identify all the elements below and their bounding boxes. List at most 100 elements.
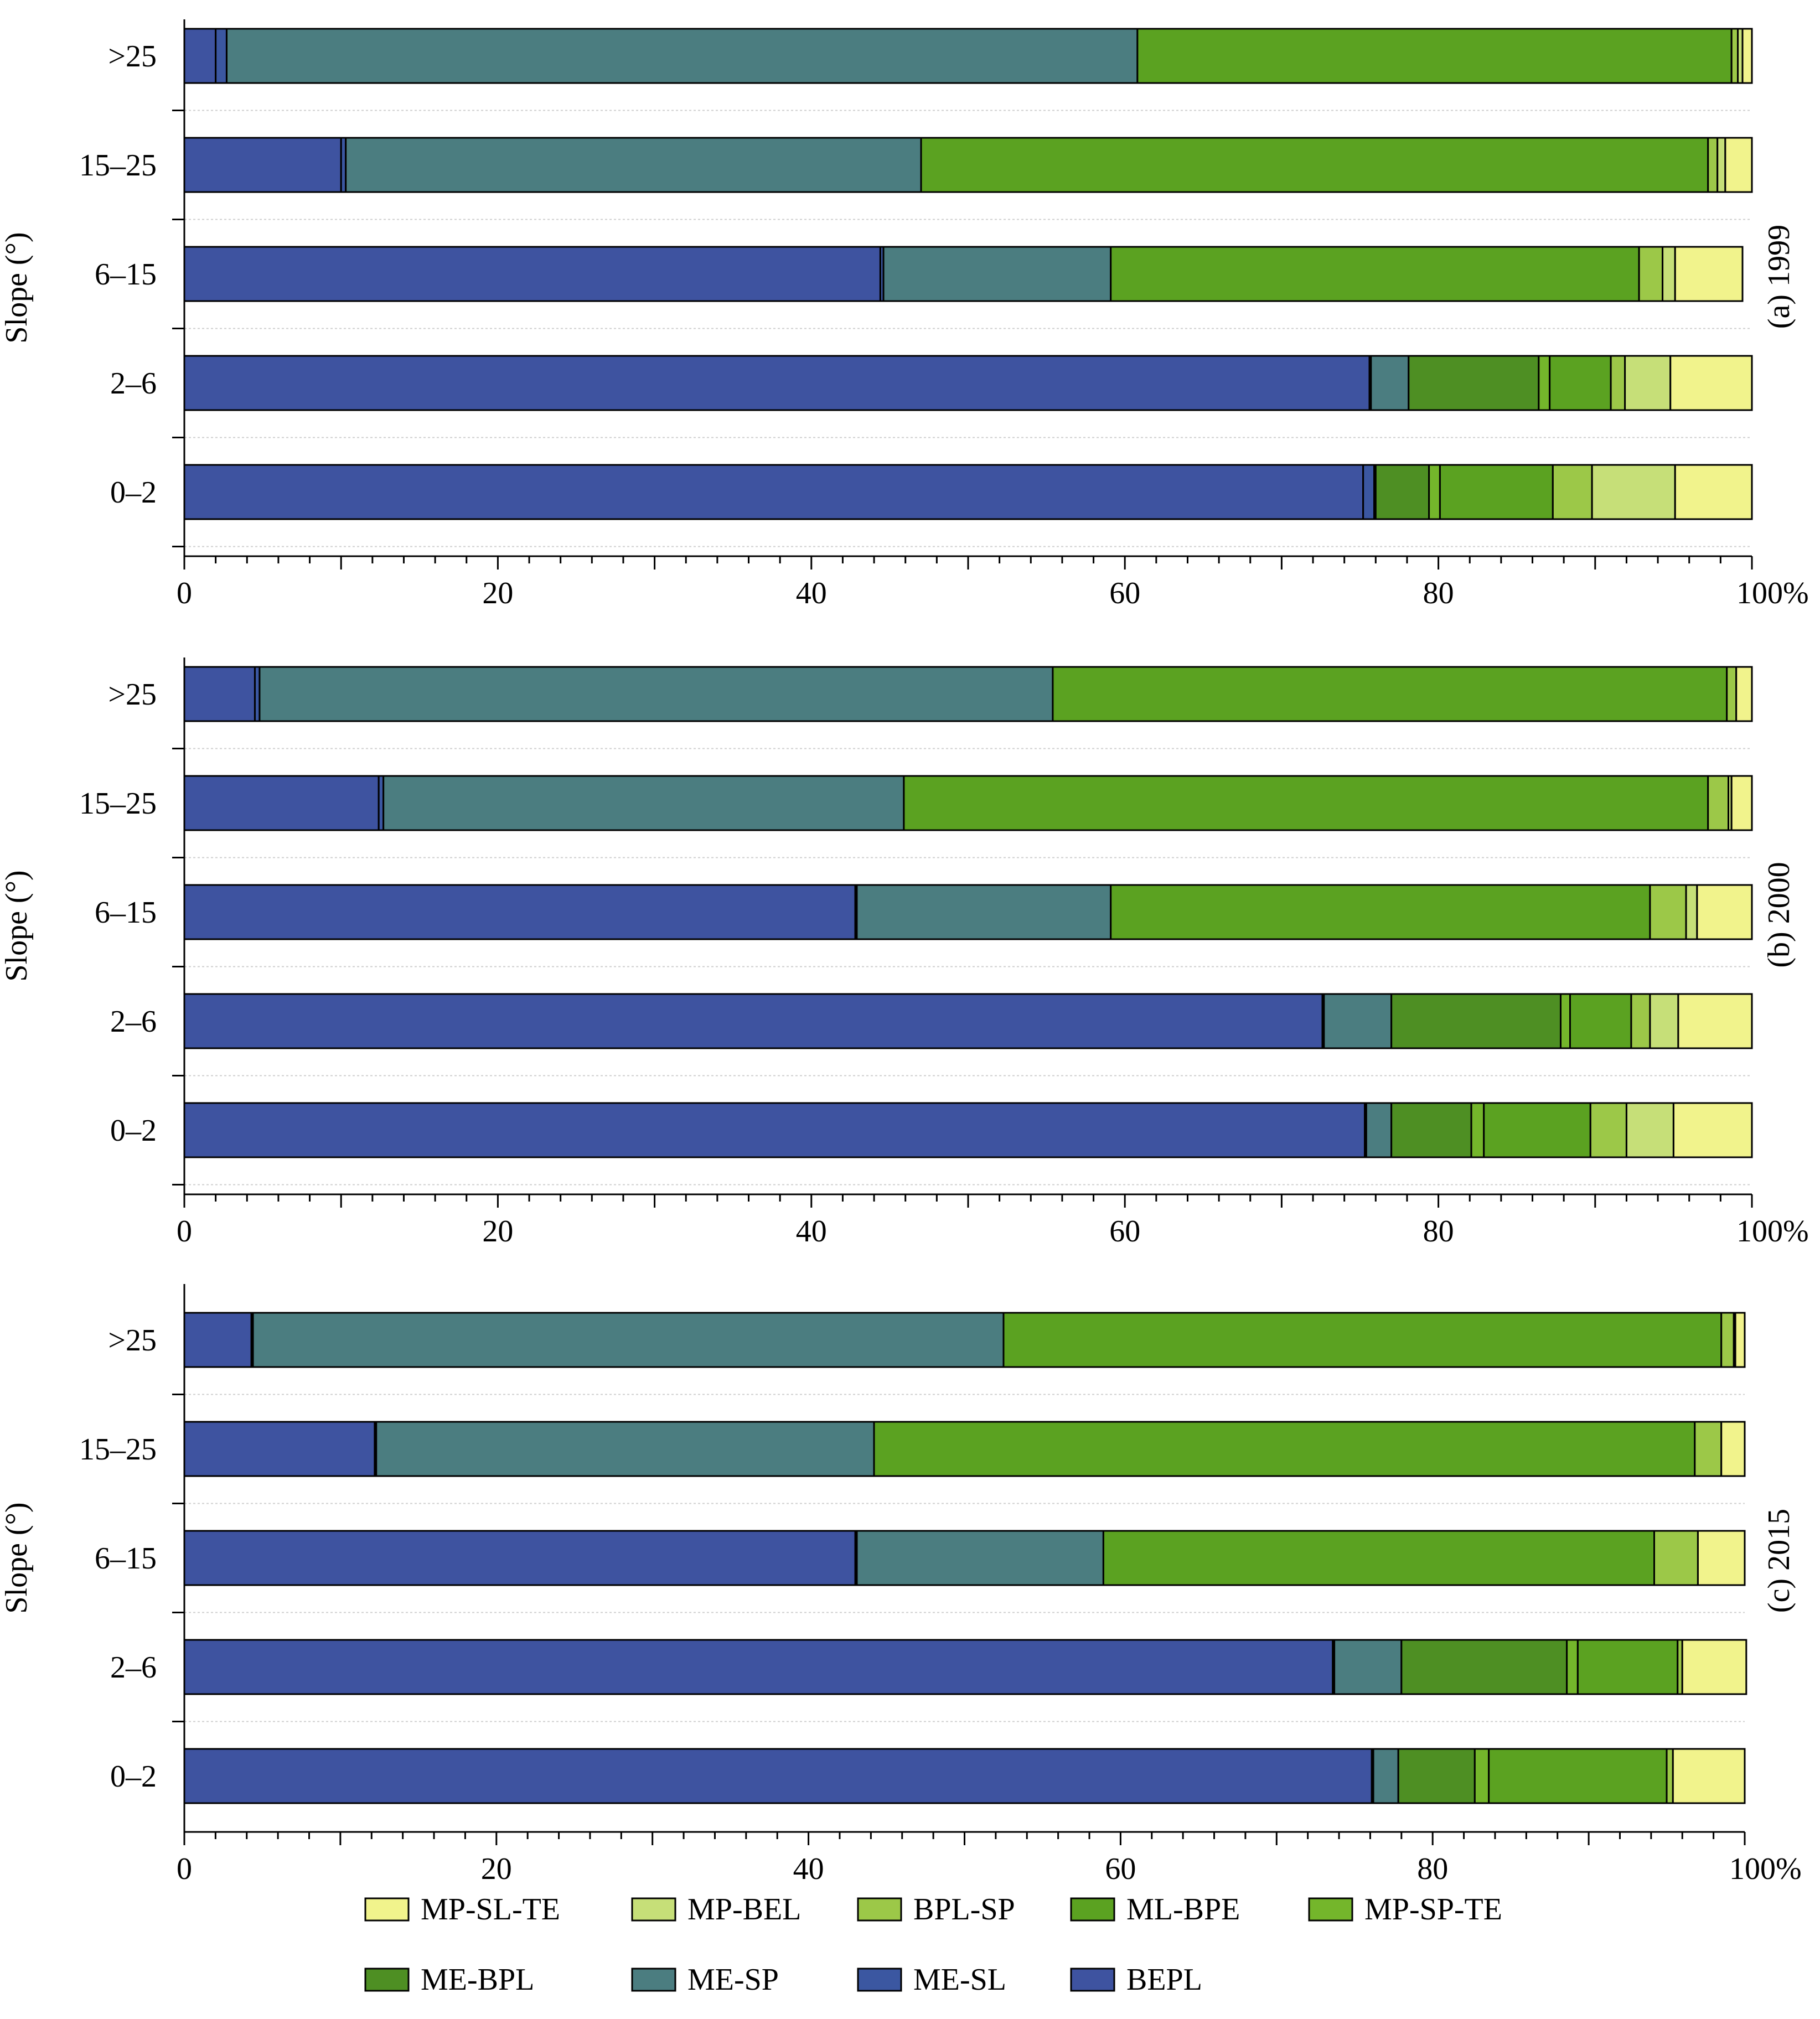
bar-segment-bepl — [183, 137, 342, 193]
chart-panel-1: >25 15–25 6–15 2–6 0–2 0 20 40 60 80 100% Slope (°)… — [0, 19, 1809, 610]
category-label: 15–25 — [79, 786, 157, 821]
category-label: 6–15 — [95, 1541, 157, 1576]
bar-segment-bpl-sp — [1630, 993, 1651, 1049]
legend-label: ME-SP — [687, 1963, 779, 1997]
bar-segment-me-sp — [252, 1312, 1005, 1368]
legend-label: BPL-SP — [913, 1892, 1015, 1927]
bar-segment-mp-sp-te — [1428, 464, 1441, 520]
bar-segment-ml-bpe — [1488, 1748, 1668, 1804]
bar-segment-me-sp — [375, 1421, 875, 1477]
category-label: >25 — [108, 1323, 157, 1358]
legend-item-bepl: BEPL — [1070, 1963, 1202, 1997]
x-tick-label: 100% — [1736, 1214, 1809, 1249]
category-label: 6–15 — [95, 895, 157, 930]
bar-segment-bepl — [183, 246, 881, 302]
legend-swatch — [631, 1897, 676, 1922]
y-axis-title: Slope (°) — [0, 232, 34, 343]
x-tick-label: 20 — [482, 576, 513, 610]
bar-segment-bepl — [183, 775, 380, 831]
bar-segment-mp-sp-te — [1566, 1639, 1579, 1695]
bar-segment-ml-bpe — [1483, 1102, 1591, 1158]
bar-segment-bepl — [183, 1102, 1366, 1158]
legend-label: ML-BPE — [1126, 1892, 1240, 1927]
legend-item-mp-sp-te: MP-SP-TE — [1308, 1892, 1502, 1927]
bar-segment-bpl-sp — [1649, 884, 1687, 940]
bar-segment-bepl — [183, 1530, 856, 1586]
bar-segment-bpl-sp — [1666, 1748, 1674, 1804]
bar-segment-mp-sl-te — [1674, 464, 1753, 520]
bar-segment-mp-sp-te — [1559, 993, 1571, 1049]
bar-segment-bpl-sp — [1694, 1421, 1723, 1477]
bar-segment-bpl-sp — [1589, 1102, 1627, 1158]
bar-segment-bpl-sp — [1610, 355, 1626, 411]
x-tick-label: 80 — [1423, 1214, 1454, 1249]
bar-segment-mp-sp-te — [1470, 1102, 1485, 1158]
bar-segment-ml-bpe — [903, 775, 1709, 831]
bar-segment-ml-bpe — [1439, 464, 1554, 520]
x-tick-label: 40 — [796, 576, 827, 610]
bar-segment-mp-sl-te — [1730, 775, 1753, 831]
bar-segment-ml-bpe — [873, 1421, 1696, 1477]
bar-segment-me-bpl — [1397, 1748, 1476, 1804]
x-tick-label: 0 — [177, 1214, 192, 1249]
bar-segment-ml-bpe — [1110, 246, 1640, 302]
bar-segment-me-sp — [345, 137, 922, 193]
bar-segment-me-sl — [1362, 464, 1375, 520]
bar-segment-me-bpl — [1400, 1639, 1568, 1695]
bar-segment-me-sp — [1333, 1639, 1403, 1695]
x-tick-label: 60 — [1109, 576, 1140, 610]
bar-segment-bpl-sp — [1726, 666, 1738, 722]
bar-segment-mp-bel — [1649, 993, 1679, 1049]
legend-label: BEPL — [1126, 1963, 1202, 1997]
bar-segment-ml-bpe — [1102, 1530, 1655, 1586]
bar-segment-me-sp — [225, 28, 1139, 84]
bar-segment-ml-bpe — [1569, 993, 1632, 1049]
x-tick-label: 0 — [177, 1852, 192, 1886]
bar-segment-mp-sl-te — [1724, 137, 1753, 193]
bar-segment-me-sp — [1372, 1748, 1399, 1804]
bar-segment-me-bpl — [1408, 355, 1540, 411]
bar-segment-mp-sl-te — [1741, 28, 1753, 84]
bar-segment-mp-sl-te — [1672, 1102, 1753, 1158]
y-axis-title: Slope (°) — [0, 870, 34, 981]
bar-segment-bepl — [183, 993, 1323, 1049]
x-tick-label: 100% — [1736, 576, 1809, 610]
bar-segment-me-sp — [1323, 993, 1393, 1049]
bar-segment-me-sp — [258, 666, 1054, 722]
bar-segment-mp-bel — [1625, 1102, 1674, 1158]
bar-segment-me-bpl — [1390, 993, 1562, 1049]
bar-segment-bpl-sp — [1653, 1530, 1699, 1586]
legend-item-me-sl: ME-SL — [857, 1963, 1006, 1997]
x-tick-label: 60 — [1105, 1852, 1136, 1886]
bar-segment-bpl-sp — [1730, 28, 1739, 84]
bar-segment-ml-bpe — [920, 137, 1709, 193]
bar-segment-bepl — [183, 28, 217, 84]
bar-segment-bepl — [183, 666, 256, 722]
bar-segment-mp-sp-te — [1473, 1748, 1490, 1804]
legend-label: ME-SL — [913, 1963, 1006, 1997]
bar-segment-bepl — [183, 1748, 1373, 1804]
bar-segment-ml-bpe — [1110, 884, 1651, 940]
bar-segment-me-sp — [382, 775, 905, 831]
legend-swatch — [857, 1897, 902, 1922]
legend-label: MP-SL-TE — [421, 1892, 560, 1927]
legend-swatch — [1070, 1897, 1115, 1922]
category-label: >25 — [108, 39, 157, 74]
chart-panel-3: >25 15–25 6–15 2–6 0–2 0 20 40 60 80 100% Slope (°)… — [0, 1284, 1802, 1886]
bar-segment-bepl — [183, 1421, 376, 1477]
x-tick-label: 40 — [796, 1214, 827, 1249]
category-label: 0–2 — [110, 1759, 157, 1794]
category-label: 15–25 — [79, 1432, 157, 1467]
legend-swatch — [364, 1968, 410, 1992]
legend-swatch — [857, 1968, 902, 1992]
chart-panel-2: >25 15–25 6–15 2–6 0–2 0 20 40 60 80 100% Slope (°)… — [0, 658, 1809, 1249]
bar-segment-me-sl — [215, 28, 228, 84]
legend-item-bpl-sp: BPL-SP — [857, 1892, 1015, 1927]
legend: MP-SL-TE MP-BEL BPL-SP ML-BPE MP-SP-TE ME-BPL… — [364, 1892, 1502, 1997]
category-label: 0–2 — [110, 1114, 157, 1148]
category-label: 15–25 — [79, 148, 157, 183]
bar-segment-me-sp — [856, 1530, 1104, 1586]
bar-segment-mp-bel — [1662, 246, 1676, 302]
bar-segment-me-sp — [882, 246, 1112, 302]
